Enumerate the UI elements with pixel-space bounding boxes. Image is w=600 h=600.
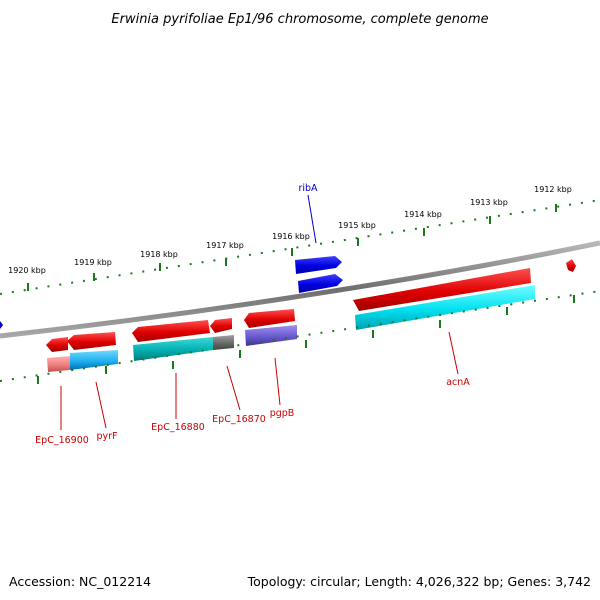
cds-bar-epc-16900[interactable] [47,356,70,372]
leader-epc-16870 [226,365,241,411]
leader-riba [307,194,317,244]
scale-labels: 1920 kbp 1919 kbp 1918 kbp 1917 kbp 1916… [8,185,572,275]
gene-arrow-epc-16880[interactable] [132,320,210,342]
leader-pyrf [95,381,107,429]
gene-label-epc-16880[interactable]: EpC_16880 [151,422,205,433]
gene-label-pgpb[interactable]: pgpB [270,408,295,419]
scale-label: 1917 kbp [206,241,244,250]
offscreen-gene-marker [0,321,3,329]
gene-arrow-riba-upper[interactable] [295,256,342,274]
scale-label: 1919 kbp [74,258,112,267]
gene-arrow-forward-edge[interactable] [566,259,576,272]
accession-text: Accession: NC_012214 [9,574,152,589]
cds-bar-acna[interactable] [355,285,535,330]
lower-minor-ticks [0,290,600,382]
gene-arrow-epc-16870[interactable] [210,318,232,333]
scale-label: 1915 kbp [338,221,376,230]
upper-scale-track [0,199,600,295]
cds-track [47,285,535,372]
label-leaders [60,194,459,430]
leader-pgpb [274,357,281,406]
forward-genes [295,256,576,311]
chromosome-backbone [0,240,600,339]
scale-label: 1913 kbp [470,198,508,207]
gene-label-pyrf[interactable]: pyrF [96,431,117,442]
gene-labels: ribA EpC_16900 pyrF EpC_16880 EpC_16870 … [35,183,470,446]
scale-label: 1912 kbp [534,185,572,194]
gene-arrow-acna[interactable] [353,268,531,311]
gene-label-acna[interactable]: acnA [446,377,470,388]
cds-bar-pyrf[interactable] [70,350,118,370]
cds-bar-epc-16870[interactable] [213,335,234,350]
gene-arrow-pgpb[interactable] [244,309,295,328]
scale-label: 1920 kbp [8,266,46,275]
cds-bar-epc-16880[interactable] [133,337,213,361]
gene-label-epc-16870[interactable]: EpC_16870 [212,414,266,425]
scale-label: 1918 kbp [140,250,178,259]
cds-bar-pgpb[interactable] [245,325,297,346]
map-title: Erwinia pyrifoliae Ep1/96 chromosome, co… [111,12,488,27]
gene-arrow-epc-16900[interactable] [46,337,68,352]
scale-label: 1916 kbp [272,232,310,241]
scale-label: 1914 kbp [404,210,442,219]
genome-summary-text: Topology: circular; Length: 4,026,322 bp… [247,574,591,589]
gene-arrow-pyrf[interactable] [67,332,116,350]
gene-arrow-riba[interactable] [298,274,343,293]
reverse-genes [46,309,295,352]
lower-scale-track [0,290,600,384]
gene-label-riba[interactable]: ribA [298,183,318,194]
gene-label-epc-16900[interactable]: EpC_16900 [35,435,89,446]
leader-acna [448,331,459,375]
